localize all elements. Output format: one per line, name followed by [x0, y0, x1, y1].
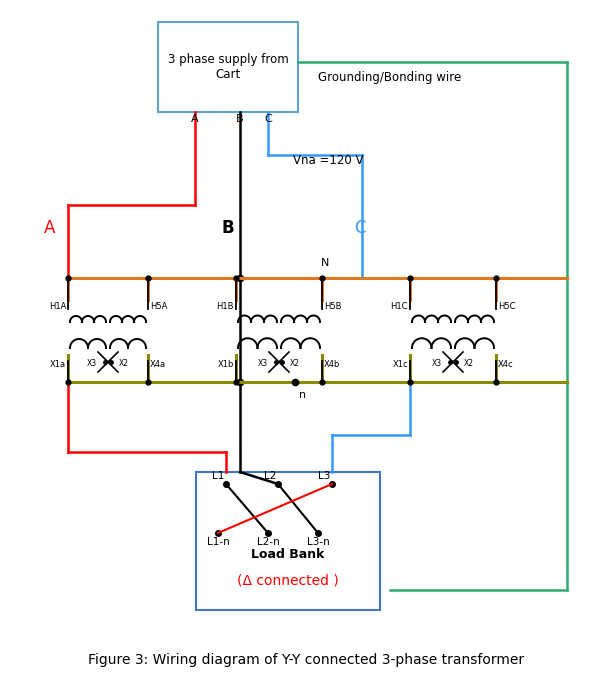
Text: (Δ connected ): (Δ connected )	[237, 573, 339, 587]
Text: H1A: H1A	[48, 302, 66, 311]
Text: A: A	[44, 219, 56, 237]
Text: A: A	[191, 114, 199, 124]
Text: H5B: H5B	[324, 302, 341, 311]
Text: N: N	[321, 258, 329, 268]
Text: Load Bank: Load Bank	[252, 549, 325, 561]
Text: X4b: X4b	[324, 360, 340, 369]
Text: L3: L3	[318, 471, 330, 481]
Text: L3-n: L3-n	[307, 537, 329, 547]
Text: Vna =120 V: Vna =120 V	[293, 153, 364, 167]
Text: X3: X3	[87, 358, 97, 368]
Text: B: B	[236, 114, 244, 124]
Text: X3: X3	[258, 358, 268, 368]
Text: 3 phase supply from
Cart: 3 phase supply from Cart	[168, 53, 288, 81]
Text: L2: L2	[264, 471, 276, 481]
Text: X1a: X1a	[50, 360, 66, 369]
Bar	[196, 472, 380, 610]
Text: Figure 3: Wiring diagram of Y-Y connected 3-phase transformer: Figure 3: Wiring diagram of Y-Y connecte…	[88, 653, 524, 667]
Text: C: C	[264, 114, 272, 124]
Text: Grounding/Bonding wire: Grounding/Bonding wire	[318, 71, 461, 85]
Text: X2: X2	[464, 358, 474, 368]
Text: X4c: X4c	[498, 360, 513, 369]
Text: X2: X2	[119, 358, 129, 368]
Text: H5C: H5C	[498, 302, 515, 311]
Text: X1c: X1c	[392, 360, 408, 369]
Text: n: n	[299, 390, 306, 400]
Text: H1C: H1C	[390, 302, 408, 311]
Text: L1: L1	[212, 471, 224, 481]
Text: X3: X3	[432, 358, 442, 368]
Text: H5A: H5A	[150, 302, 167, 311]
Text: C: C	[354, 219, 366, 237]
Bar	[158, 22, 298, 112]
Text: X1b: X1b	[218, 360, 234, 369]
Text: X4a: X4a	[150, 360, 166, 369]
Text: H1B: H1B	[217, 302, 234, 311]
Text: B: B	[222, 219, 234, 237]
Text: L1-n: L1-n	[207, 537, 230, 547]
Text: L2-n: L2-n	[256, 537, 279, 547]
Text: X2: X2	[290, 358, 300, 368]
